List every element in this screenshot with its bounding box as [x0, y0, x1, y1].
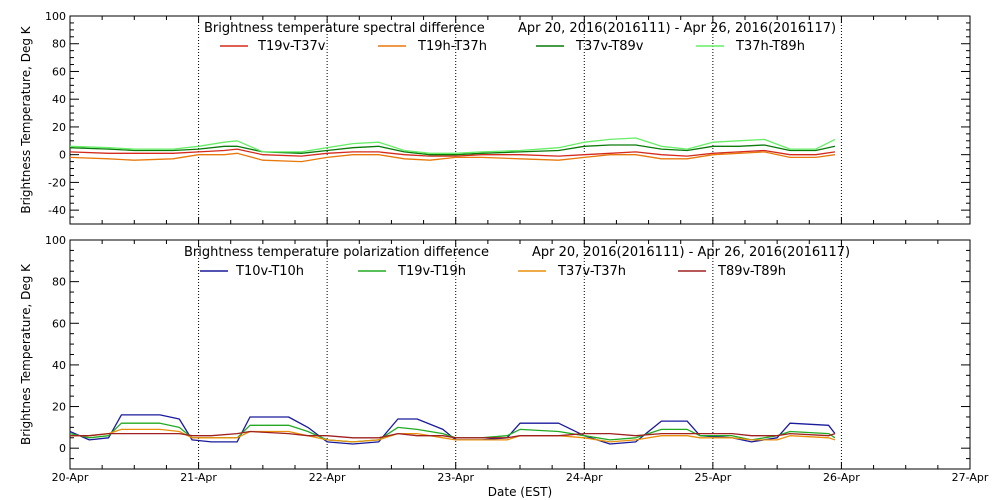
x-tick-label: 21-Apr: [180, 471, 217, 484]
y-tick-label: 100: [45, 10, 66, 23]
series-line-t37v-t37h: [70, 428, 836, 443]
x-tick-label: 22-Apr: [309, 471, 346, 484]
y-tick-label: 40: [52, 93, 66, 106]
x-tick-label: 25-Apr: [694, 471, 731, 484]
date-range: Apr 20, 2016(2016111) - Apr 26, 2016(201…: [518, 21, 836, 36]
series-line-t19v-t19h: [69, 422, 836, 443]
y-tick-label: 40: [52, 359, 66, 372]
x-tick-label: 27-Apr: [952, 471, 989, 484]
date-range: Apr 20, 2016(2016111) - Apr 26, 2016(201…: [532, 245, 850, 260]
y-tick-label: 80: [52, 276, 66, 289]
y-tick-label: 60: [52, 65, 66, 78]
x-tick-label: 24-Apr: [566, 471, 603, 484]
legend-label-t19h-t37h: T19h-T37h: [417, 39, 487, 54]
series-line-t89v-t89h: [70, 430, 836, 439]
plot-frame-1: [69, 15, 971, 225]
legend-label-t19v-t19h: T19v-T19h: [397, 264, 466, 279]
y-tick-label: 0: [59, 149, 66, 162]
y-tick-label: 100: [45, 234, 66, 247]
series-line-t19v-t37v: [69, 148, 836, 157]
series-line-t37v-t89v: [69, 144, 836, 156]
y-tick-label: 80: [52, 38, 66, 51]
y-tick-label: 0: [59, 442, 66, 455]
x-tick-label: 26-Apr: [823, 471, 860, 484]
y-tick-label: -40: [48, 204, 66, 217]
y-tick-label: 20: [52, 401, 66, 414]
legend-label-t37v-t89v: T37v-T89v: [575, 39, 644, 54]
x-tick-label: 23-Apr: [437, 471, 474, 484]
series-line-t10v-t10h: [69, 414, 836, 445]
y-axis-label: Brightness Temperature, Deg K: [19, 25, 33, 213]
series-line-t19h-t37h: [69, 151, 836, 163]
legend-label-t10v-t10h: T10v-T10h: [235, 264, 304, 279]
chart-title: Brightness temperature polarization diff…: [184, 245, 489, 260]
x-tick-label: 20-Apr: [52, 471, 89, 484]
legend-label-t19v-t37v: T19v-T37v: [257, 39, 326, 54]
y-tick-label: 20: [52, 121, 66, 134]
chart-title: Brightness temperature spectral differen…: [204, 21, 485, 36]
legend-label-t37v-t37h: T37v-T37h: [557, 264, 626, 279]
legend-label-t89v-t89h: T89v-T89h: [717, 264, 786, 279]
plot-frame-2: [69, 239, 971, 470]
y-axis-label: Brightnes Temperature, Deg K: [19, 263, 33, 445]
x-axis-label: Date (EST): [488, 485, 552, 499]
y-tick-label: 60: [52, 317, 66, 330]
y-tick-label: -20: [48, 176, 66, 189]
series-line-t37h-t89h: [69, 137, 836, 154]
legend-label-t37h-t89h: T37h-T89h: [735, 39, 805, 54]
